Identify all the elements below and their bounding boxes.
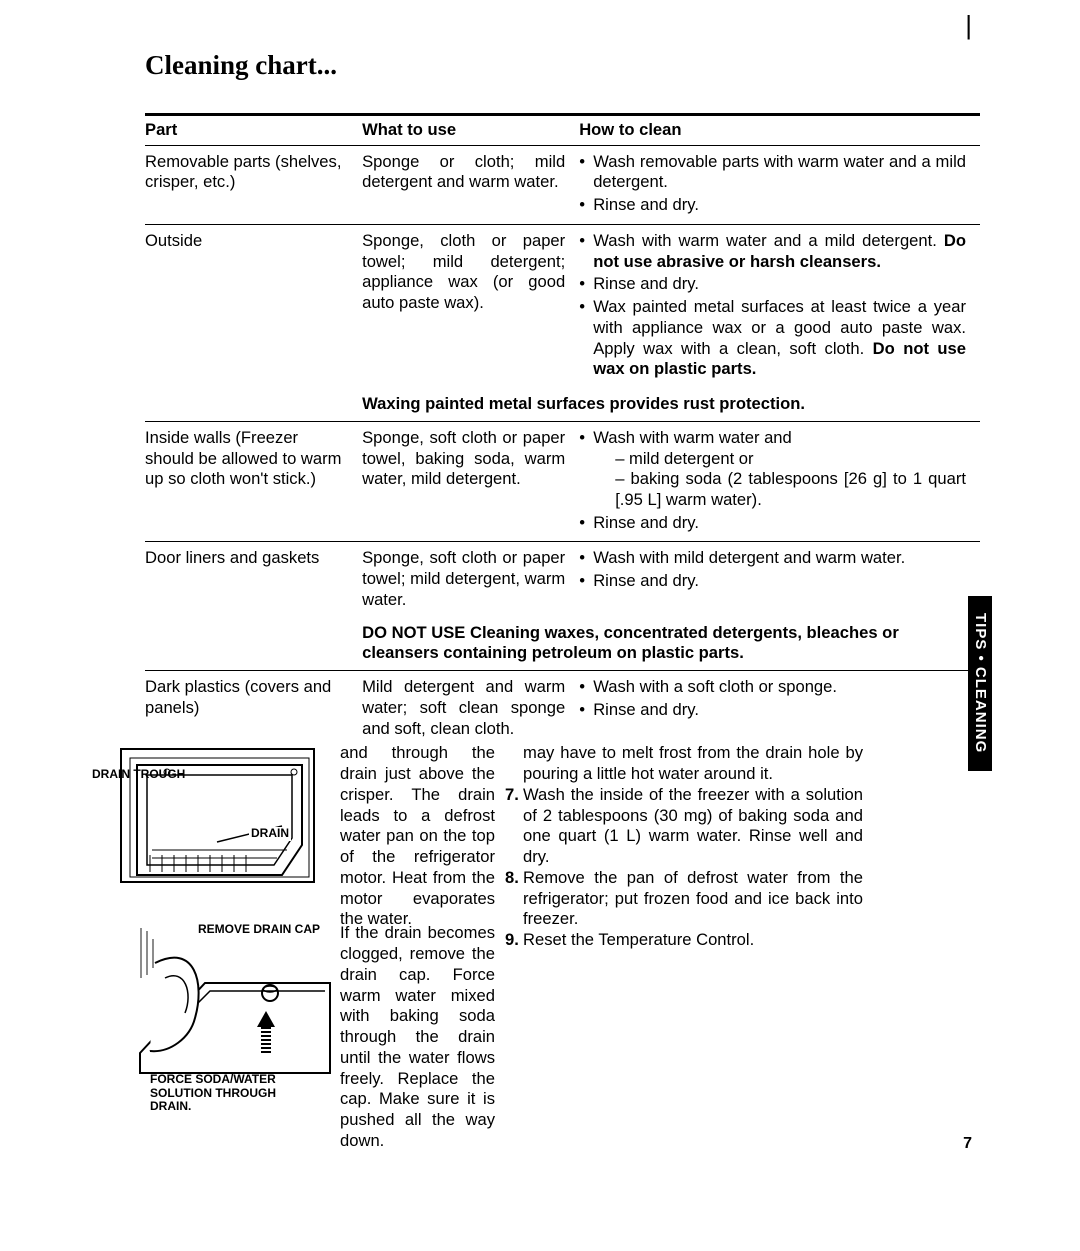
cell-part: Door liners and gaskets: [145, 542, 362, 617]
cell-how: Wash with mild detergent and warm water.…: [579, 542, 980, 617]
side-tab-tips-cleaning: TIPS • CLEANING: [968, 596, 992, 771]
cell-part: Inside walls (Freezer should be allowed …: [145, 421, 362, 542]
col-how: How to clean: [579, 115, 980, 146]
label-remove-drain-cap: REMOVE DRAIN CAP: [198, 923, 320, 936]
cell-how: Wash with warm water and a mild detergen…: [579, 224, 980, 388]
drain-cap-illustration: [135, 923, 340, 1083]
table-row: Inside walls (Freezer should be allowed …: [145, 421, 980, 542]
cell-how: Wash with warm water and– mild detergent…: [579, 421, 980, 542]
cell-part: Outside: [145, 224, 362, 388]
cell-note: Waxing painted metal surfaces provides r…: [362, 388, 980, 421]
figure-drain-trough: DRAIN TROUGH DRAIN: [120, 748, 315, 883]
figure-remove-drain-cap: REMOVE DRAIN CAP FORCE SODA/WATER SOLUTI…: [135, 923, 340, 1113]
steps-column: may have to melt frost from the drain ho…: [505, 743, 863, 950]
table-row: Dark plastics (covers and panels)Mild de…: [145, 671, 980, 746]
cell-how: Wash removable parts with warm water and…: [579, 145, 980, 224]
col-what: What to use: [362, 115, 579, 146]
label-drain: DRAIN: [249, 827, 291, 840]
cell-part: Dark plastics (covers and panels): [145, 671, 362, 746]
drain-description-2: If the drain becomes clogged, remove the…: [340, 923, 495, 1151]
numbered-step: 7.Wash the inside of the freezer with a …: [505, 785, 863, 868]
table-header-row: Part What to use How to clean: [145, 115, 980, 146]
page-title: Cleaning chart...: [145, 50, 980, 81]
numbered-step: 9.Reset the Temperature Control.: [505, 930, 863, 951]
numbered-step: 8.Remove the pan of defrost water from t…: [505, 868, 863, 930]
cleaning-chart-table: Part What to use How to clean Removable …: [145, 113, 980, 745]
drain-description-1: and through the drain just above the cri…: [340, 743, 495, 930]
table-note-row: Waxing painted metal surfaces provides r…: [145, 388, 980, 421]
cell-what: Mild detergent and warm water; soft clea…: [362, 671, 579, 746]
cell-how: Wash with a soft cloth or sponge.Rinse a…: [579, 671, 980, 746]
label-drain-trough: DRAIN TROUGH: [92, 768, 185, 781]
table-row: Door liners and gasketsSponge, soft clot…: [145, 542, 980, 617]
cell-what: Sponge, cloth or paper towel; mild deter…: [362, 224, 579, 388]
cell-what: Sponge, soft cloth or paper towel; mild …: [362, 542, 579, 617]
cell-what: Sponge, soft cloth or paper towel, bakin…: [362, 421, 579, 542]
cell-part: Removable parts (shelves, crisper, etc.): [145, 145, 362, 224]
label-force-soda: FORCE SODA/WATER SOLUTION THROUGH DRAIN.: [150, 1073, 310, 1113]
page-number: 7: [963, 1135, 972, 1153]
arrow-up-icon: [257, 1011, 275, 1027]
arrow-stem: [261, 1027, 271, 1055]
scan-artifact: |: [965, 10, 972, 41]
table-row: OutsideSponge, cloth or paper towel; mil…: [145, 224, 980, 388]
step-pre: may have to melt frost from the drain ho…: [505, 743, 863, 784]
table-row: Removable parts (shelves, crisper, etc.)…: [145, 145, 980, 224]
cell-note: DO NOT USE Cleaning waxes, concentrated …: [362, 617, 980, 671]
table-note-row: DO NOT USE Cleaning waxes, concentrated …: [145, 617, 980, 671]
col-part: Part: [145, 115, 362, 146]
cell-what: Sponge or cloth; mild detergent and warm…: [362, 145, 579, 224]
